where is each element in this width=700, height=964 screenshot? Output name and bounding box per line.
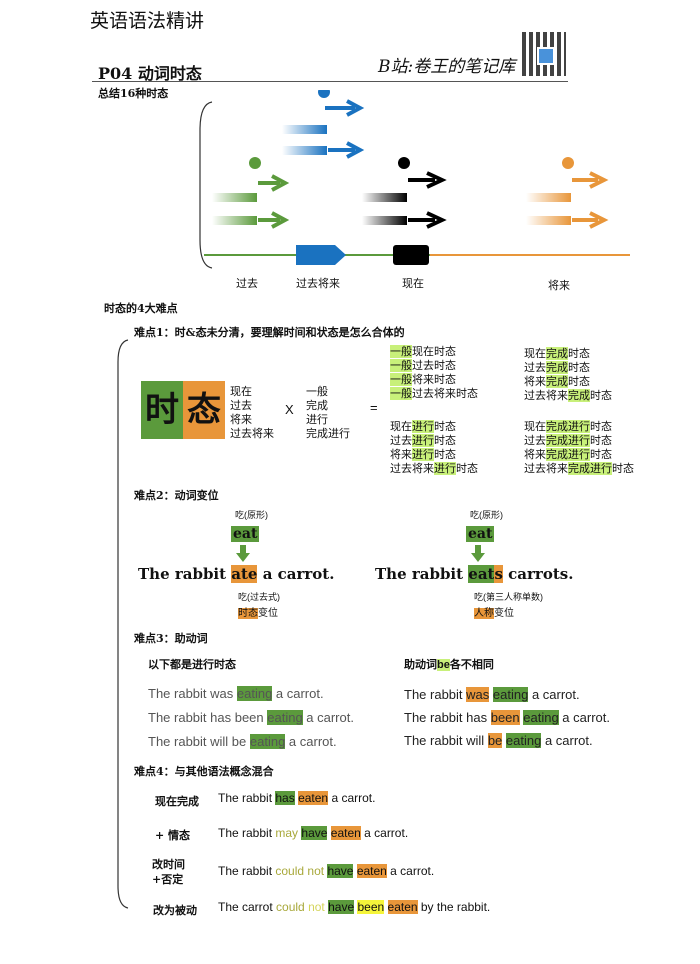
past-future-dot	[318, 90, 330, 98]
d4-r4-sentence: The carrot could not have been eaten by …	[218, 900, 491, 914]
d3-left-rows: The rabbit was eating a carrot. The rabb…	[148, 686, 354, 749]
label-past-future: 过去将来	[296, 277, 340, 290]
d4-r2-sentence: The rabbit may have eaten a carrot.	[218, 826, 409, 840]
multiply-sign: X	[285, 402, 294, 417]
channel-name: B站:卷王的笔记库	[378, 57, 516, 77]
right-tag: 人称变位	[474, 608, 514, 619]
book-title: 英语语法精讲	[90, 10, 205, 32]
left-sentence: The rabbit ate a carrot.	[138, 565, 335, 583]
down-arrow-icon	[236, 545, 250, 562]
right-sentence: The rabbit eats carrots.	[375, 565, 574, 583]
qr-code-icon	[522, 32, 566, 76]
left-tag: 时态变位	[238, 608, 278, 619]
left-note-base: 吃(原形)	[235, 510, 268, 520]
aspects-list: 一般 完成 进行 完成进行	[306, 385, 350, 440]
right-note-3rd: 吃(第三人称单数)	[474, 592, 543, 602]
progressive-tenses: 现在进行时态 过去进行时态 将来进行时态 过去将来进行时态	[390, 420, 478, 475]
difficulties-title: 时态的4大难点	[104, 302, 178, 315]
past-future-marker	[296, 245, 346, 265]
label-past: 过去	[236, 277, 258, 290]
left-base-verb: eat	[231, 526, 260, 542]
d4-r4-label: 改为被动	[153, 904, 197, 917]
label-present: 现在	[402, 277, 424, 290]
d4-title: 难点4：与其他语法概念混合	[134, 765, 274, 778]
right-base-verb: eat	[466, 526, 495, 542]
d1-title: 难点1：时&态未分清，要理解时间和状态是怎么合体的	[134, 326, 405, 339]
d4-r3-label: 改时间 +否定	[152, 858, 185, 886]
summary-label: 总结16种时态	[98, 87, 169, 100]
left-note-past: 吃(过去式)	[238, 592, 280, 602]
header-rule	[92, 81, 568, 82]
perfect-progressive-tenses: 现在完成进行时态 过去完成进行时态 将来完成进行时态 过去将来完成进行时态	[524, 420, 634, 475]
right-note-base: 吃(原形)	[470, 510, 503, 520]
down-arrow-icon	[471, 545, 485, 562]
bracket	[199, 101, 213, 269]
big-char-aspect: 态	[183, 381, 225, 439]
d3-right-title: 助动词be各不相同	[404, 658, 494, 671]
d4-r3-sentence: The rabbit could not have eaten a carrot…	[218, 864, 435, 878]
future-dot	[562, 157, 574, 169]
past-dot	[249, 157, 261, 169]
perfect-tenses: 现在完成时态 过去完成时态 将来完成时态 过去将来完成时态	[524, 347, 612, 402]
lesson-title: P04 动词时态	[98, 64, 202, 83]
big-char-time: 时	[141, 381, 183, 439]
big-bracket	[117, 339, 129, 909]
label-future: 将来	[548, 279, 570, 292]
equals-sign: =	[370, 400, 378, 415]
present-marker	[393, 245, 429, 265]
d4-r1-sentence: The rabbit has eaten a carrot.	[218, 791, 376, 805]
d3-right-rows: The rabbit was eating a carrot. The rabb…	[404, 687, 610, 748]
times-list: 现在 过去 将来 过去将来	[230, 385, 274, 440]
simple-tenses: 一般现在时态 一般过去时态 一般将来时态 一般过去将来时态	[390, 345, 478, 400]
present-dot	[398, 157, 410, 169]
d2-title: 难点2：动词变位	[134, 489, 219, 502]
d4-r2-label: + 情态	[155, 829, 191, 842]
d3-left-title: 以下都是进行时态	[148, 658, 236, 671]
tense-timeline-diagram	[199, 90, 630, 269]
d4-r1-label: 现在完成	[155, 795, 199, 808]
d3-title: 难点3：助动词	[134, 632, 208, 645]
